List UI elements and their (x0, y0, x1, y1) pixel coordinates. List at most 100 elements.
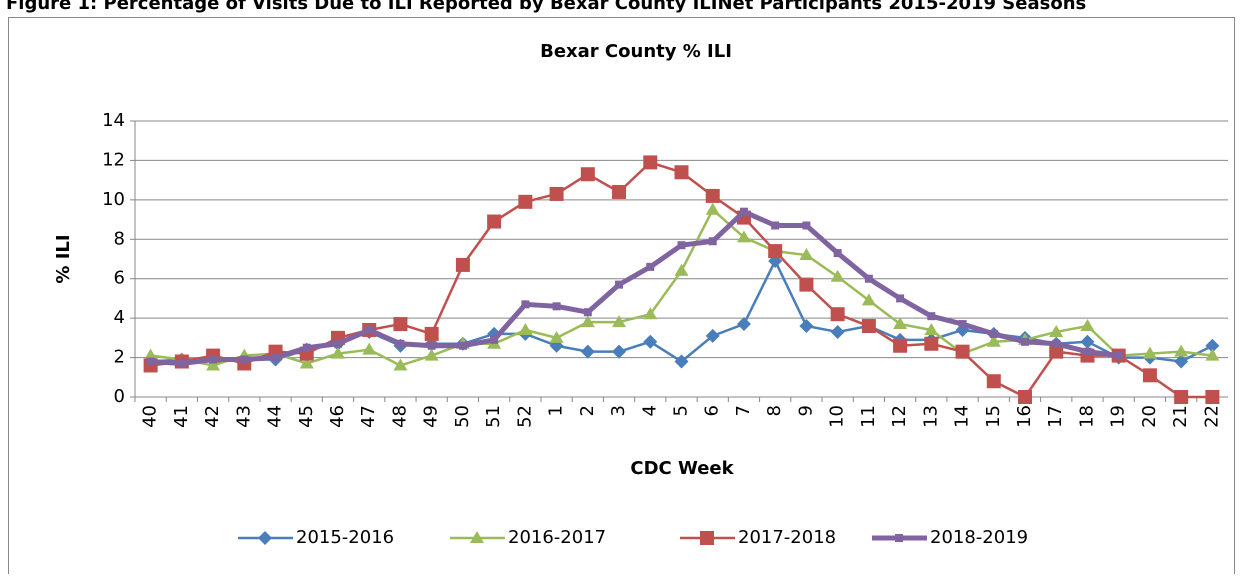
marker (209, 355, 218, 364)
marker (677, 241, 686, 250)
marker (612, 315, 627, 328)
marker (861, 319, 876, 334)
marker (924, 322, 939, 335)
marker (299, 356, 314, 369)
marker (927, 312, 936, 321)
x-tick-label: 4 (639, 405, 660, 416)
marker (330, 346, 345, 359)
legend-label: 2017-2018 (738, 527, 836, 548)
figure-caption: Figure 1: Percentage of Visits Due to IL… (6, 0, 1086, 14)
marker (1205, 348, 1220, 361)
marker (700, 531, 714, 545)
marker (177, 359, 186, 368)
marker (549, 186, 564, 201)
marker (705, 188, 720, 203)
marker (549, 330, 564, 343)
x-tick-label: 42 (202, 405, 223, 428)
x-tick-label: 22 (1201, 405, 1222, 428)
marker (521, 300, 530, 309)
marker (362, 342, 377, 355)
marker (470, 531, 484, 543)
x-tick-label: 48 (389, 405, 410, 428)
marker (583, 308, 592, 317)
x-tick-label: 21 (1170, 405, 1191, 428)
marker (739, 207, 748, 216)
marker (736, 230, 751, 243)
marker (490, 335, 499, 344)
marker (518, 194, 533, 209)
marker (393, 317, 408, 332)
marker (1174, 344, 1189, 357)
marker (146, 357, 155, 366)
marker (989, 329, 998, 338)
marker (333, 339, 342, 348)
marker (924, 336, 939, 351)
marker (271, 353, 280, 362)
marker (643, 155, 658, 170)
marker (830, 307, 845, 322)
marker (1174, 390, 1189, 404)
marker (458, 341, 467, 350)
x-tick-label: 18 (1076, 405, 1097, 428)
y-tick-label: 0 (114, 386, 125, 407)
marker (1021, 337, 1030, 346)
marker (580, 344, 595, 359)
marker (674, 165, 689, 180)
marker (393, 358, 408, 371)
marker (396, 339, 405, 348)
x-tick-label: 10 (827, 405, 848, 428)
x-tick-label: 1 (546, 405, 567, 416)
marker (552, 302, 561, 311)
x-tick-label: 50 (452, 405, 473, 428)
marker (802, 221, 811, 230)
x-tick-label: 13 (920, 405, 941, 428)
marker (258, 531, 272, 545)
x-tick-label: 41 (171, 405, 192, 428)
marker (799, 277, 814, 292)
x-tick-label: 20 (1139, 405, 1160, 428)
marker (1205, 390, 1220, 404)
marker (206, 358, 221, 371)
legend-label: 2016-2017 (508, 527, 606, 548)
x-tick-label: 14 (952, 405, 973, 428)
x-tick-label: 17 (1045, 405, 1066, 428)
chart-frame (8, 17, 1235, 578)
marker (799, 248, 814, 261)
marker (643, 334, 658, 349)
marker (1052, 339, 1061, 348)
marker (487, 214, 502, 229)
marker (674, 263, 689, 276)
marker (1114, 351, 1123, 360)
marker (612, 344, 627, 359)
marker (833, 249, 842, 258)
marker (1049, 324, 1064, 337)
marker (518, 322, 533, 335)
marker (771, 221, 780, 230)
marker (1142, 368, 1157, 383)
y-axis-label: % ILI (53, 234, 74, 283)
marker (580, 167, 595, 182)
marker (895, 534, 903, 542)
x-tick-label: 3 (608, 405, 629, 416)
x-tick-label: 11 (858, 405, 879, 428)
y-tick-label: 10 (102, 189, 125, 210)
x-tick-label: 46 (327, 405, 348, 428)
marker (643, 307, 658, 320)
y-tick-label: 4 (114, 307, 125, 328)
marker (1080, 319, 1095, 332)
marker (864, 274, 873, 283)
legend-label: 2018-2019 (930, 527, 1028, 548)
marker (424, 326, 439, 341)
marker (424, 348, 439, 361)
marker (705, 328, 720, 343)
marker (708, 237, 717, 246)
marker (612, 184, 627, 199)
x-tick-label: 6 (702, 405, 723, 416)
marker (1049, 344, 1064, 359)
x-tick-label: 49 (421, 405, 442, 428)
marker (830, 269, 845, 282)
x-tick-label: 52 (514, 405, 535, 428)
marker (302, 343, 311, 352)
marker (736, 317, 751, 332)
